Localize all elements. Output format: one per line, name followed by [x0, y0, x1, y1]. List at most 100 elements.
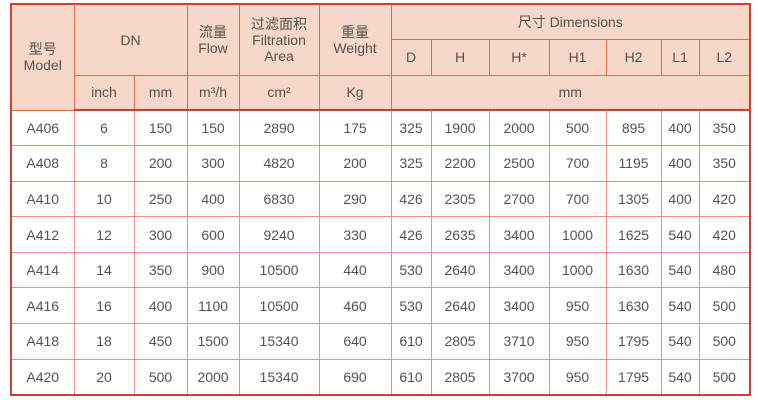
value-cell-dn_inch: 6: [73, 109, 135, 147]
value-cell-L1: 400: [660, 145, 700, 182]
value-cell-L2: 350: [698, 145, 752, 182]
value-cell-weight_kg: 330: [318, 216, 392, 253]
header-weight: 重量 Weight: [318, 3, 392, 76]
table-header: 型号 Model DN 流量 Flow 过滤面积 Filtration Area…: [10, 3, 752, 111]
value-cell-L2: 420: [698, 180, 752, 218]
value-cell-L1: 540: [660, 323, 700, 360]
header-flow-zh: 流量: [199, 23, 228, 40]
value-cell-dn_inch: 10: [73, 180, 135, 218]
table-row: A420 20 500 2000 15340 690 610 2805 3700 950 1795 5…: [10, 358, 752, 396]
unit-weight: Kg: [318, 74, 392, 111]
value-cell-dn_mm: 450: [133, 323, 188, 360]
table-body: A406 6 150 150 2890 175 325 1900 2000 500 895 400 35…: [10, 109, 752, 396]
value-cell-weight_kg: 460: [318, 287, 392, 325]
value-cell-filtration_area_cm2: 10500: [238, 251, 320, 289]
value-cell-H_star: 3710: [488, 323, 550, 360]
value-cell-dn_inch: 18: [73, 323, 135, 360]
value-cell-filtration_area_cm2: 15340: [238, 323, 320, 360]
header-flow: 流量 Flow: [186, 3, 240, 76]
header-dn: DN: [73, 3, 188, 76]
value-cell-H: 2635: [430, 216, 490, 253]
header-dim-hstar: H*: [488, 38, 550, 76]
value-cell-H: 1900: [430, 109, 490, 147]
header-filtration-area: 过滤面积 Filtration Area: [238, 3, 320, 76]
value-cell-D: 426: [390, 216, 432, 253]
header-weight-zh: 重量: [341, 23, 370, 40]
value-cell-L1: 540: [660, 251, 700, 289]
table-row: A410 10 250 400 6830 290 426 2305 2700 700 1305 400…: [10, 180, 752, 218]
value-cell-H1: 950: [548, 323, 607, 360]
value-cell-H1: 1000: [548, 251, 607, 289]
value-cell-D: 325: [390, 145, 432, 182]
value-cell-L1: 400: [660, 109, 700, 147]
value-cell-H2: 1195: [605, 145, 662, 182]
value-cell-weight_kg: 200: [318, 145, 392, 182]
value-cell-D: 610: [390, 323, 432, 360]
model-cell: A412: [10, 216, 75, 253]
value-cell-dn_mm: 500: [133, 358, 188, 396]
table-row: A408 8 200 300 4820 200 325 2200 2500 700 1195 400 3…: [10, 145, 752, 182]
value-cell-filtration_area_cm2: 4820: [238, 145, 320, 182]
header-model-zh: 型号: [28, 41, 57, 58]
model-cell: A408: [10, 145, 75, 182]
value-cell-dn_mm: 200: [133, 145, 188, 182]
value-cell-H: 2200: [430, 145, 490, 182]
value-cell-L1: 540: [660, 216, 700, 253]
value-cell-flow_m3h: 300: [186, 145, 240, 182]
value-cell-weight_kg: 640: [318, 323, 392, 360]
value-cell-dn_inch: 8: [73, 145, 135, 182]
value-cell-dn_inch: 16: [73, 287, 135, 325]
value-cell-H2: 1625: [605, 216, 662, 253]
value-cell-L1: 540: [660, 358, 700, 396]
value-cell-L2: 500: [698, 287, 752, 325]
value-cell-weight_kg: 690: [318, 358, 392, 396]
header-dim-l2: L2: [698, 38, 752, 76]
value-cell-H2: 895: [605, 109, 662, 147]
value-cell-H_star: 3400: [488, 287, 550, 325]
value-cell-dn_mm: 250: [133, 180, 188, 218]
model-cell: A406: [10, 109, 75, 147]
value-cell-flow_m3h: 1500: [186, 323, 240, 360]
value-cell-H2: 1630: [605, 251, 662, 289]
value-cell-filtration_area_cm2: 15340: [238, 358, 320, 396]
value-cell-dn_inch: 14: [73, 251, 135, 289]
value-cell-H: 2805: [430, 358, 490, 396]
value-cell-H: 2305: [430, 180, 490, 218]
value-cell-D: 610: [390, 358, 432, 396]
value-cell-H: 2640: [430, 287, 490, 325]
value-cell-H1: 500: [548, 109, 607, 147]
value-cell-weight_kg: 290: [318, 180, 392, 218]
header-dim-h2: H2: [605, 38, 662, 76]
value-cell-L2: 500: [698, 323, 752, 360]
value-cell-flow_m3h: 900: [186, 251, 240, 289]
unit-inch: inch: [73, 74, 135, 111]
header-flow-en: Flow: [198, 39, 228, 56]
value-cell-weight_kg: 175: [318, 109, 392, 147]
header-dim-d: D: [390, 38, 432, 76]
value-cell-H_star: 3400: [488, 216, 550, 253]
value-cell-flow_m3h: 400: [186, 180, 240, 218]
header-dim-h: H: [430, 38, 490, 76]
value-cell-flow_m3h: 600: [186, 216, 240, 253]
value-cell-D: 325: [390, 109, 432, 147]
value-cell-H1: 1000: [548, 216, 607, 253]
filter-spec-table: 型号 Model DN 流量 Flow 过滤面积 Filtration Area…: [10, 3, 752, 396]
value-cell-L1: 400: [660, 180, 700, 218]
unit-dims: mm: [390, 74, 752, 111]
value-cell-H_star: 2000: [488, 109, 550, 147]
value-cell-dn_mm: 400: [133, 287, 188, 325]
unit-flow: m³/h: [186, 74, 240, 111]
header-model: 型号 Model: [10, 3, 75, 111]
value-cell-H1: 700: [548, 180, 607, 218]
value-cell-L2: 420: [698, 216, 752, 253]
value-cell-H2: 1630: [605, 287, 662, 325]
table-row: A414 14 350 900 10500 440 530 2640 3400 1000 1630 5…: [10, 251, 752, 289]
value-cell-D: 426: [390, 180, 432, 218]
value-cell-dn_mm: 350: [133, 251, 188, 289]
value-cell-H_star: 2700: [488, 180, 550, 218]
value-cell-flow_m3h: 1100: [186, 287, 240, 325]
table-row: A416 16 400 1100 10500 460 530 2640 3400 950 1630 5…: [10, 287, 752, 325]
value-cell-H_star: 3400: [488, 251, 550, 289]
value-cell-H1: 700: [548, 145, 607, 182]
value-cell-weight_kg: 440: [318, 251, 392, 289]
